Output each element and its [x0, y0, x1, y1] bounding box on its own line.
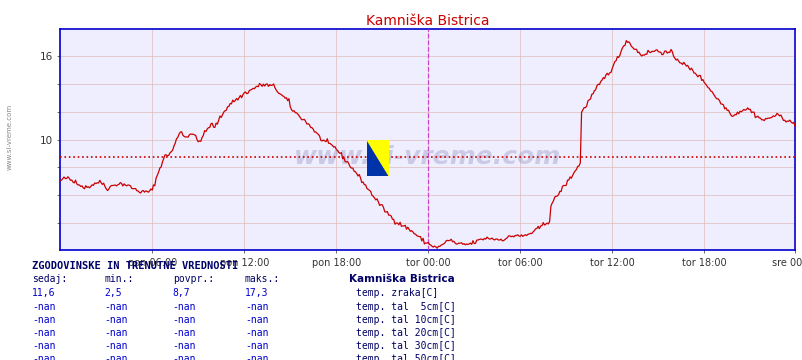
- Text: -nan: -nan: [172, 354, 196, 360]
- Text: -nan: -nan: [245, 328, 268, 338]
- Text: -nan: -nan: [104, 328, 128, 338]
- Text: 8,7: 8,7: [172, 288, 190, 298]
- Text: temp. tal 50cm[C]: temp. tal 50cm[C]: [355, 354, 455, 360]
- Text: maks.:: maks.:: [245, 274, 280, 284]
- Text: www.si-vreme.com: www.si-vreme.com: [6, 104, 13, 170]
- Text: min.:: min.:: [104, 274, 134, 284]
- Text: povpr.:: povpr.:: [172, 274, 213, 284]
- Text: -nan: -nan: [245, 315, 268, 325]
- Text: -nan: -nan: [245, 354, 268, 360]
- Text: -nan: -nan: [104, 354, 128, 360]
- Text: -nan: -nan: [104, 315, 128, 325]
- Text: -nan: -nan: [32, 302, 55, 312]
- Text: -nan: -nan: [32, 354, 55, 360]
- Text: temp. tal 10cm[C]: temp. tal 10cm[C]: [355, 315, 455, 325]
- Text: temp. zraka[C]: temp. zraka[C]: [355, 288, 437, 298]
- Text: 17,3: 17,3: [245, 288, 268, 298]
- Text: 11,6: 11,6: [32, 288, 55, 298]
- Text: -nan: -nan: [104, 341, 128, 351]
- Text: sedaj:: sedaj:: [32, 274, 67, 284]
- Text: -nan: -nan: [172, 328, 196, 338]
- Text: -nan: -nan: [172, 302, 196, 312]
- Text: -nan: -nan: [245, 302, 268, 312]
- Text: temp. tal 20cm[C]: temp. tal 20cm[C]: [355, 328, 455, 338]
- Text: temp. tal  5cm[C]: temp. tal 5cm[C]: [355, 302, 455, 312]
- Text: temp. tal 30cm[C]: temp. tal 30cm[C]: [355, 341, 455, 351]
- Title: Kamniška Bistrica: Kamniška Bistrica: [366, 14, 488, 28]
- Polygon shape: [367, 140, 389, 176]
- Text: -nan: -nan: [104, 302, 128, 312]
- Text: -nan: -nan: [172, 315, 196, 325]
- Text: 2,5: 2,5: [104, 288, 122, 298]
- Text: www.si-vreme.com: www.si-vreme.com: [294, 145, 561, 169]
- Text: -nan: -nan: [32, 341, 55, 351]
- Text: -nan: -nan: [172, 341, 196, 351]
- Text: Kamniška Bistrica: Kamniška Bistrica: [349, 274, 455, 284]
- Text: -nan: -nan: [32, 328, 55, 338]
- Polygon shape: [367, 140, 389, 176]
- Text: -nan: -nan: [245, 341, 268, 351]
- Text: -nan: -nan: [32, 315, 55, 325]
- Text: ZGODOVINSKE IN TRENUTNE VREDNOSTI: ZGODOVINSKE IN TRENUTNE VREDNOSTI: [32, 261, 238, 271]
